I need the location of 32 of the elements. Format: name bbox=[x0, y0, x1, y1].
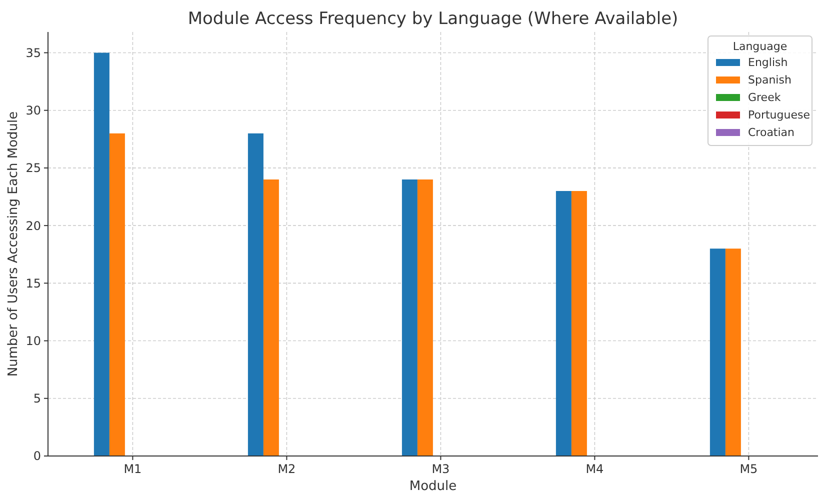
legend-label: Spanish bbox=[748, 74, 792, 86]
legend-title: Language bbox=[732, 40, 788, 53]
x-tick-label: M3 bbox=[432, 462, 450, 476]
y-tick-label: 35 bbox=[26, 46, 41, 60]
y-tick-label: 15 bbox=[26, 276, 41, 290]
bar bbox=[417, 179, 433, 456]
x-tick-label: M1 bbox=[124, 462, 142, 476]
legend-label: Greek bbox=[748, 91, 782, 104]
y-tick-label: 20 bbox=[26, 218, 41, 233]
bar bbox=[556, 191, 572, 456]
bar bbox=[571, 191, 587, 456]
y-tick-label: 25 bbox=[26, 161, 41, 176]
bar bbox=[94, 52, 110, 456]
y-tick-label: 0 bbox=[33, 449, 41, 464]
legend-label: Portuguese bbox=[748, 108, 810, 122]
bar bbox=[402, 179, 418, 456]
y-axis-title: Number of Users Accessing Each Module bbox=[6, 111, 21, 377]
x-tick-label: M5 bbox=[740, 462, 758, 476]
chart-title: Module Access Frequency by Language (Where Available) bbox=[188, 9, 678, 29]
bar bbox=[248, 133, 264, 456]
x-tick-label: M4 bbox=[586, 462, 604, 476]
bar bbox=[725, 248, 741, 456]
y-tick-label: 30 bbox=[26, 104, 41, 118]
bar bbox=[109, 133, 125, 456]
legend-label: English bbox=[748, 56, 788, 69]
x-axis-title: Module bbox=[409, 479, 457, 494]
y-tick-label: 10 bbox=[26, 334, 41, 348]
bar bbox=[710, 248, 726, 456]
legend-label: Croatian bbox=[748, 126, 795, 139]
x-tick-label: M2 bbox=[278, 462, 296, 476]
bar bbox=[263, 179, 279, 456]
y-tick-label: 5 bbox=[33, 392, 41, 406]
